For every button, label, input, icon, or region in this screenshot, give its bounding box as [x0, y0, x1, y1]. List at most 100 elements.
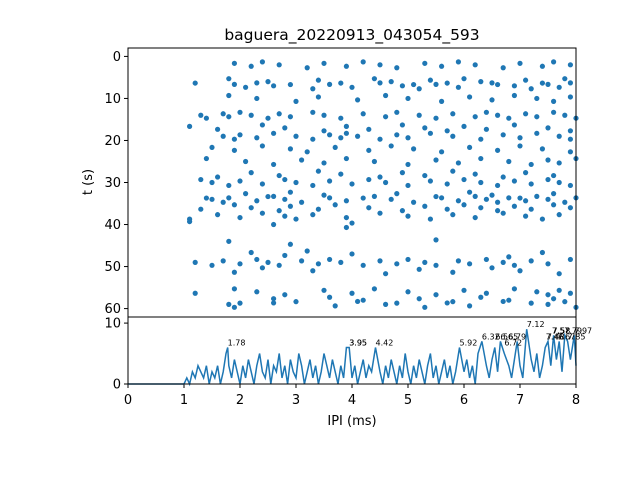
scatter-point [310, 109, 316, 115]
scatter-point [254, 289, 260, 295]
scatter-point [282, 125, 288, 131]
scatter-point [366, 147, 372, 153]
scatter-point [220, 199, 226, 205]
scatter-point [472, 193, 478, 199]
scatter-point [427, 77, 433, 83]
peak-label: 6.79 [508, 332, 526, 341]
scatter-point [349, 84, 355, 90]
peak-label: 7.48 [547, 332, 565, 341]
scatter-point [528, 300, 534, 306]
scatter-point [416, 86, 422, 92]
scatter-point [489, 97, 495, 103]
scatter-point [394, 261, 400, 267]
scatter-point [315, 77, 321, 83]
peak-label: 7.58 [552, 326, 570, 335]
scatter-point [394, 132, 400, 138]
top-y-tick-label: 20 [104, 134, 121, 149]
scatter-point [539, 146, 546, 152]
scatter-point [215, 126, 221, 132]
scatter-point [383, 179, 389, 186]
scatter-point [192, 290, 198, 296]
scatter-point [343, 130, 349, 136]
scatter-point [467, 144, 473, 151]
peak-label: 3.95 [349, 338, 367, 347]
scatter-point [444, 128, 450, 134]
scatter-point [243, 84, 249, 90]
top-panel: baguera_20220913_043054_593 t (s) 0 10 20 3… [81, 26, 579, 318]
scatter-point [461, 123, 467, 129]
scatter-point [556, 160, 562, 166]
scatter-point [377, 258, 383, 264]
bottom-y-tick-label: 10 [104, 317, 121, 332]
scatter-point [399, 208, 405, 214]
scatter-point [545, 301, 551, 307]
scatter-point [567, 290, 574, 296]
scatter-point [371, 158, 377, 165]
scatter-point [567, 62, 574, 68]
scatter-point [500, 298, 506, 305]
scatter-point [472, 62, 478, 68]
scatter-point [551, 59, 557, 65]
peak-label: 6.65 [500, 332, 518, 341]
scatter-point [567, 256, 574, 263]
scatter-point [483, 109, 489, 115]
scatter-point [517, 143, 523, 149]
scatter-point [254, 256, 260, 263]
peak-labels: 1.78 3.953.95 4.42 5.926.326.566.656.796.72… [228, 320, 592, 347]
scatter-point [338, 259, 344, 265]
bottom-x-tick-label: 3 [292, 393, 300, 408]
scatter-point [511, 286, 517, 292]
scatter-point [231, 136, 237, 142]
scatter-point [338, 115, 344, 121]
scatter-point [282, 213, 288, 219]
bottom-x-tick-label: 0 [124, 393, 132, 408]
scatter-point [349, 181, 355, 187]
x-axis-label: IPI (ms) [327, 414, 376, 429]
chart-title: baguera_20220913_043054_593 [224, 26, 479, 45]
scatter-point [349, 220, 355, 226]
scatter-point [534, 130, 540, 136]
scatter-point [483, 256, 489, 263]
scatter-point [343, 123, 349, 129]
scatter-point [276, 262, 282, 268]
scatter-point [551, 109, 557, 115]
scatter-point [360, 297, 366, 303]
scatter-point [517, 135, 523, 141]
scatter-point [259, 59, 265, 65]
scatter-point [388, 196, 394, 202]
scatter-point [254, 135, 260, 141]
scatter-point [405, 135, 411, 141]
scatter-point [483, 290, 489, 296]
scatter-point [422, 125, 428, 131]
scatter-point [231, 147, 237, 153]
scatter-point [366, 176, 372, 183]
scatter-point [511, 92, 517, 99]
scatter-point [338, 80, 344, 86]
scatter-point [243, 191, 249, 197]
scatter-point [472, 171, 478, 177]
bottom-y-tick-label: 0 [113, 378, 121, 393]
scatter-point [394, 191, 400, 197]
scatter-point [371, 193, 377, 199]
peak-label: 7.79 [564, 326, 582, 335]
scatter-point [511, 83, 517, 89]
scatter-point [299, 258, 305, 264]
scatter-point [427, 178, 433, 184]
scatter-point [567, 94, 574, 100]
scatter-point [517, 60, 523, 66]
scatter-point [433, 292, 439, 298]
scatter-point [478, 205, 484, 211]
scatter-point [422, 304, 428, 310]
scatter-point [545, 292, 551, 298]
scatter-point [467, 303, 473, 309]
scatter-point [450, 168, 456, 174]
peak-label: 4.42 [376, 338, 394, 347]
scatter-point [293, 133, 299, 139]
scatter-point [461, 202, 467, 208]
peak-label: 1.78 [228, 338, 246, 347]
scatter-point [276, 62, 282, 68]
scatter-point [556, 287, 562, 293]
bottom-x-tick-label: 7 [516, 393, 524, 408]
scatter-point [489, 80, 495, 86]
scatter-point [315, 206, 321, 212]
